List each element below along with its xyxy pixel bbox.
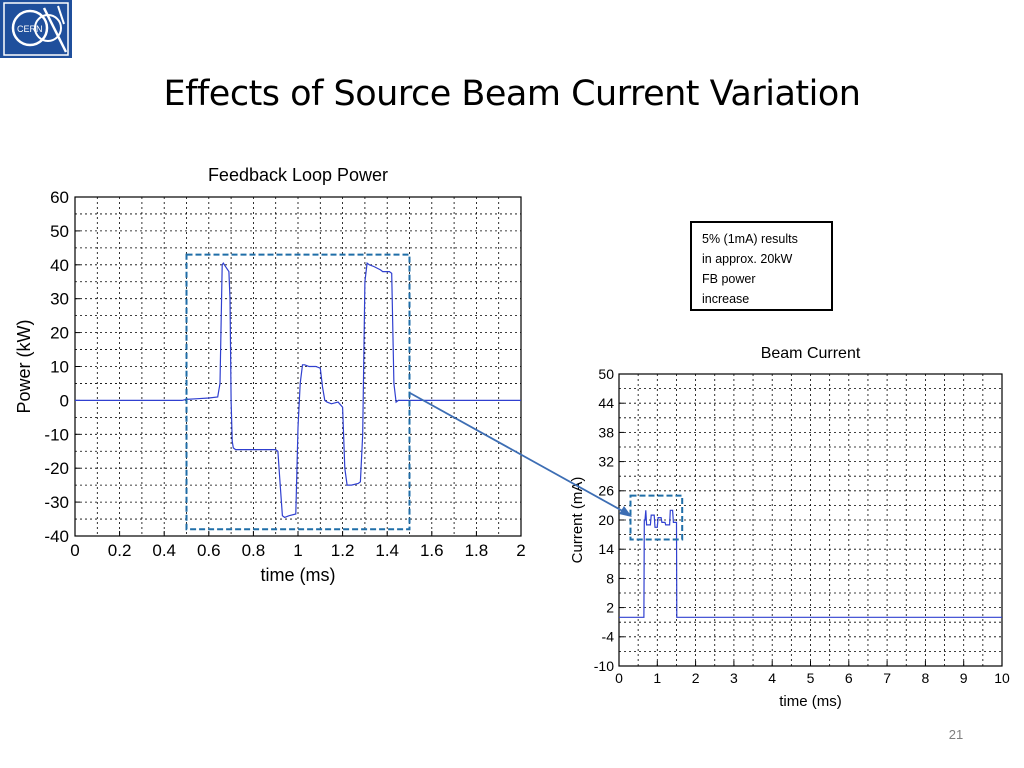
series-line [619,509,1002,618]
y-tick-label: 44 [598,395,614,411]
y-axis-label: Power (kW) [14,320,34,414]
logo-text: CERN [17,24,43,34]
y-tick-label: -20 [44,459,69,478]
x-tick-label: 0.4 [152,541,176,560]
y-tick-label: 10 [50,357,69,376]
y-tick-label: 20 [598,512,614,528]
x-tick-label: 0 [615,670,623,686]
y-tick-label: -4 [602,629,615,645]
x-axis-label: time (ms) [779,693,842,710]
y-tick-label: -10 [594,658,614,674]
chart-title: Feedback Loop Power [208,165,388,185]
y-tick-label: -30 [44,493,69,512]
y-tick-label: 40 [50,256,69,275]
x-tick-label: 5 [807,670,815,686]
cern-logo: CERN [0,0,72,58]
y-tick-label: 32 [598,454,614,470]
y-tick-label: 26 [598,483,614,499]
annotation-line-4: increase [702,292,750,306]
x-tick-label: 1.2 [331,541,355,560]
beam-current-chart: 0 1 2 3 4 5 6 7 8 9 10 50 44 38 32 26 20 14 8 2 -4 -10 Beam Cu… [569,345,1010,710]
y-tick-label: 2 [606,600,614,616]
y-tick-label: 8 [606,570,614,586]
x-tick-label: 0 [70,541,79,560]
y-tick-label: 30 [50,290,69,309]
y-tick-label: 20 [50,324,69,343]
y-tick-label: 50 [598,366,614,382]
x-tick-label: 7 [883,670,891,686]
y-tick-label: 14 [598,541,614,557]
x-tick-label: 0.6 [197,541,221,560]
x-tick-label: 10 [994,670,1010,686]
x-axis-label: time (ms) [261,565,336,585]
feedback-power-chart: 0 0.2 0.4 0.6 0.8 1 1.2 1.4 1.6 1.8 2 60 50 40 30 20 10 0… [14,165,526,585]
annotation-line-3: FB power [702,272,756,286]
annotation-box: 5% (1mA) results in approx. 20kW FB powe… [690,221,833,311]
x-tick-label: 6 [845,670,853,686]
highlight-box [185,253,411,531]
page-number: 21 [948,727,964,742]
y-tick-label: -40 [44,527,69,546]
x-tick-label: 2 [692,670,700,686]
x-tick-label: 4 [768,670,776,686]
x-tick-label: 9 [960,670,968,686]
x-tick-label: 1 [653,670,661,686]
highlight-box [629,494,684,541]
annotation-line-2: in approx. 20kW [702,252,793,266]
x-tick-label: 0.8 [242,541,266,560]
connector-arrow [409,392,629,515]
y-axis-label: Current (mA) [569,477,586,564]
y-tick-label: 0 [60,391,69,410]
x-tick-label: 2 [516,541,525,560]
y-tick-label: 38 [598,424,614,440]
x-tick-label: 1.8 [465,541,489,560]
x-tick-label: 1 [293,541,302,560]
x-tick-label: 1.4 [375,541,399,560]
series-line [75,261,521,519]
y-tick-label: 60 [50,188,69,207]
y-tick-label: -10 [44,425,69,444]
slide-title: Effects of Source Beam Current Variation [163,74,861,114]
x-tick-label: 8 [922,670,930,686]
y-tick-label: 50 [50,222,69,241]
annotation-line-1: 5% (1mA) results [702,232,798,246]
x-tick-label: 1.6 [420,541,444,560]
x-tick-label: 3 [730,670,738,686]
connector-arrowhead [619,506,632,517]
x-tick-label: 0.2 [108,541,132,560]
chart-title: Beam Current [761,345,861,362]
